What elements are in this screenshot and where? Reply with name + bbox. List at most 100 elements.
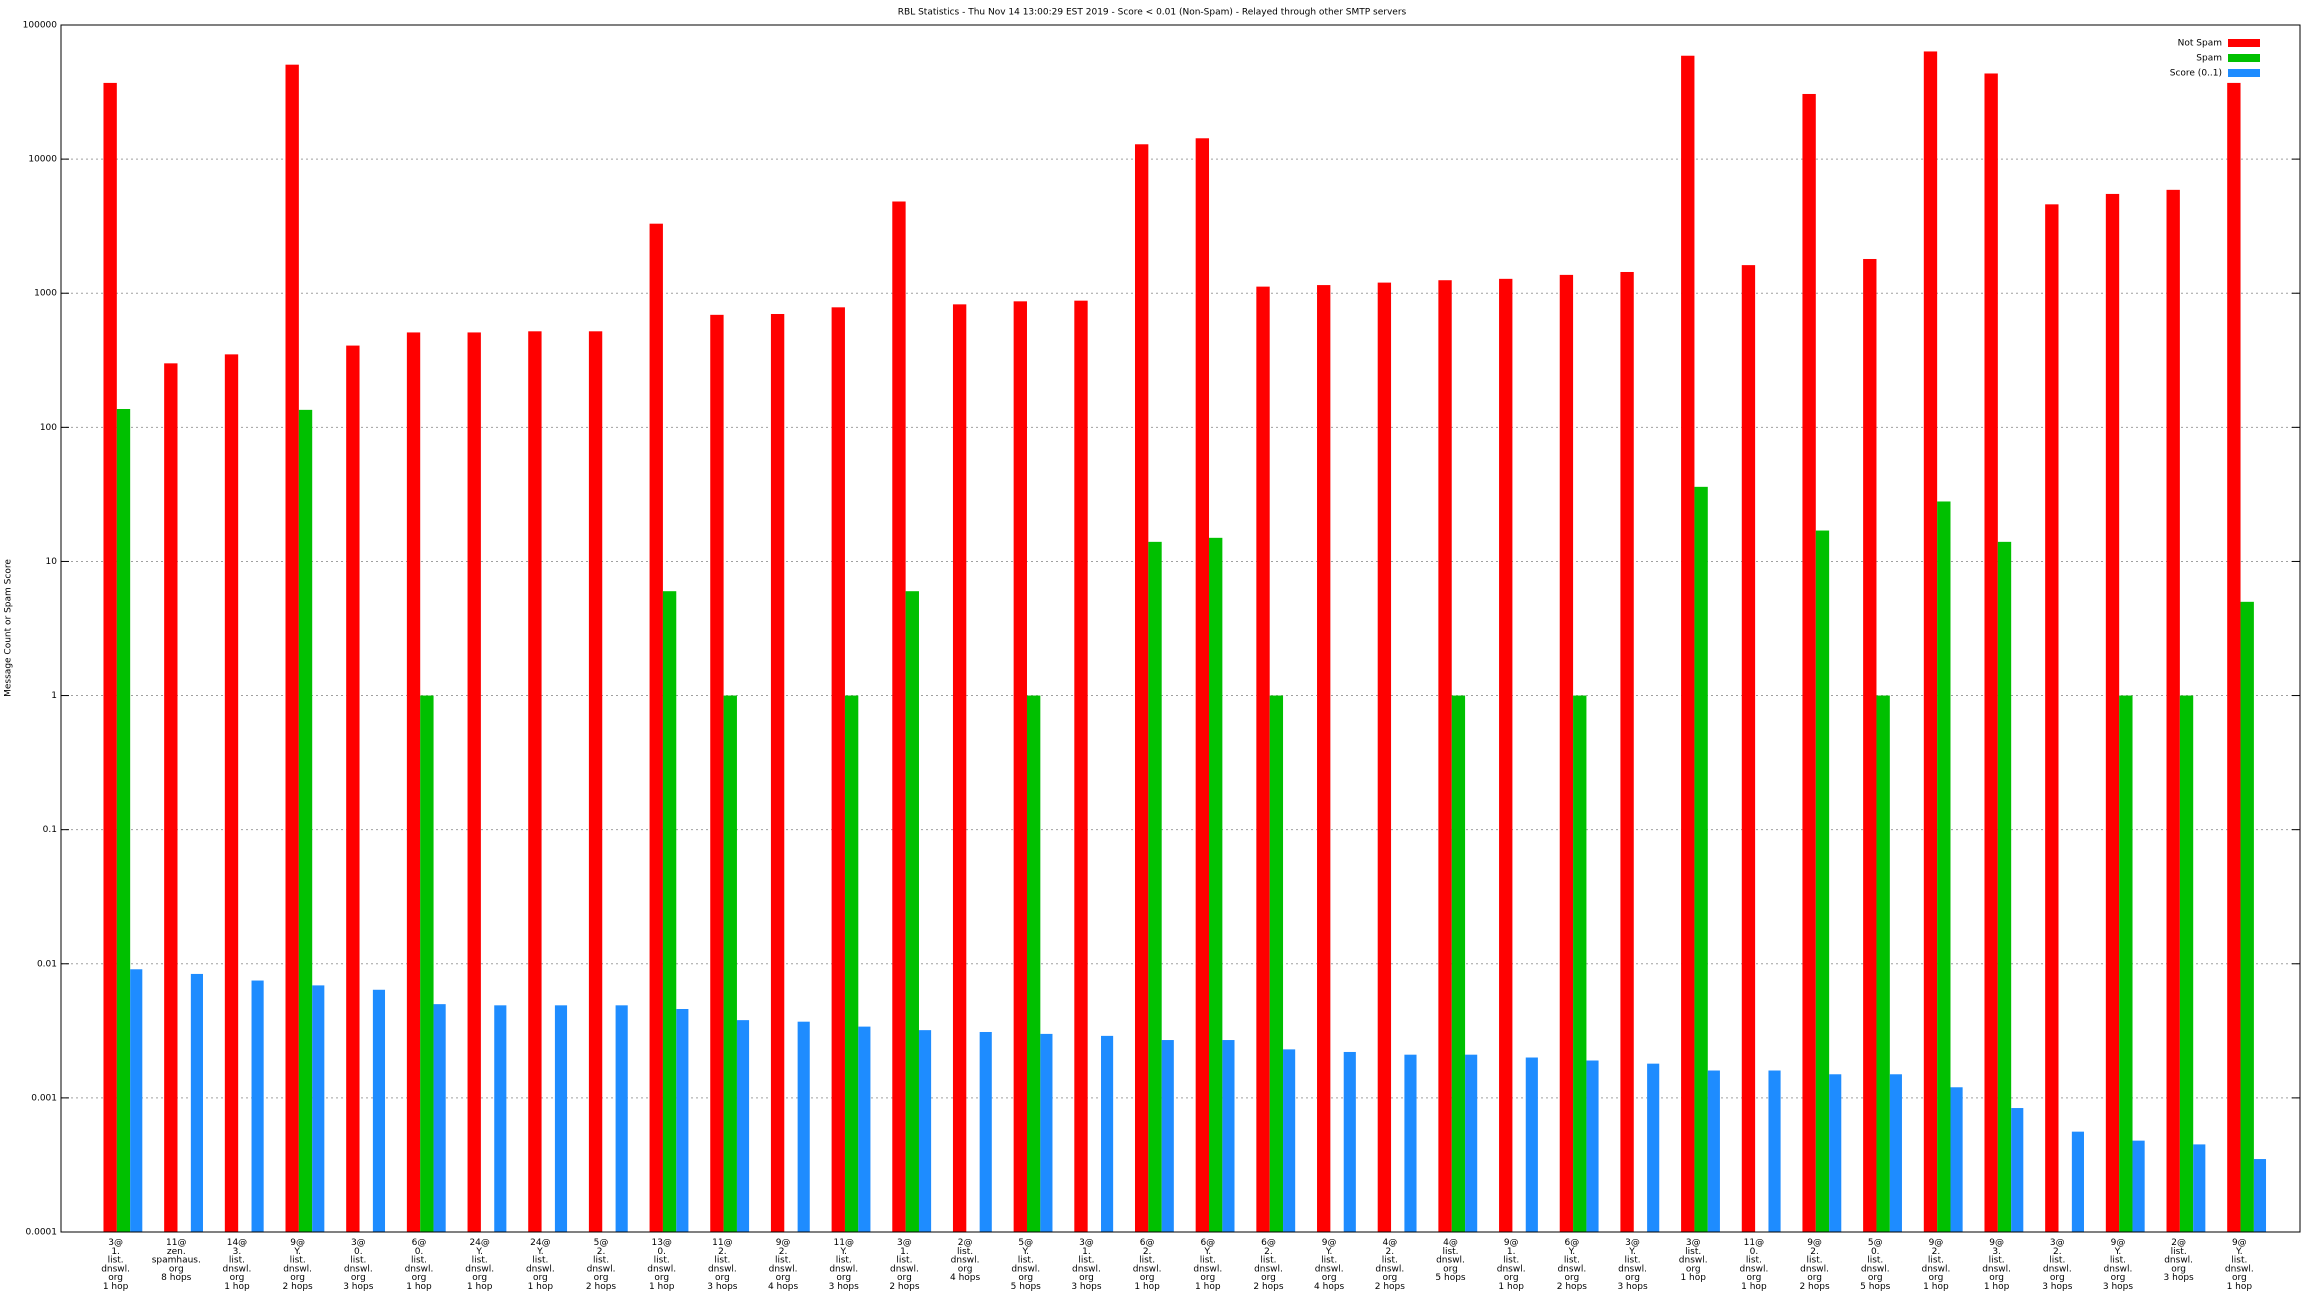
x-tick-label-line: org	[533, 1273, 548, 1283]
x-tick-label-line: list.	[472, 1255, 488, 1265]
x-tick-label-line: 2.	[2053, 1246, 2062, 1256]
x-tick-label-line: Y.	[1568, 1246, 1576, 1256]
bar	[736, 1020, 750, 1232]
x-tick-label-line: 3.	[1992, 1246, 2001, 1256]
x-tick-label-line: 5@	[1868, 1238, 1883, 1248]
bar	[190, 973, 203, 1232]
x-tick-label-line: list.	[1867, 1255, 1883, 1265]
x-tick-label-line: 6@	[1140, 1238, 1155, 1248]
x-tick-label-line: dnswl.	[2043, 1264, 2072, 1274]
x-tick-label-line: org	[1686, 1264, 1701, 1274]
x-tick-label: 3@ 0. list. dnswl. org 3 hops	[343, 1238, 374, 1292]
x-tick-label-line: 2 hops	[1253, 1282, 1284, 1292]
bar	[1222, 1040, 1235, 1232]
x-tick-label-line: dnswl.	[1254, 1264, 1283, 1274]
x-tick-label-line: Y.	[2235, 1246, 2243, 1256]
x-tick-label-line: org	[290, 1273, 305, 1283]
x-tick-label-line: 3@	[2050, 1238, 2065, 1248]
legend-label: Not Spam	[2178, 39, 2222, 49]
x-tick-label-line: dnswl.	[101, 1264, 130, 1274]
bar	[615, 1005, 628, 1232]
x-tick-label-line: 11@	[834, 1238, 854, 1248]
bar	[312, 985, 325, 1232]
x-tick-label-line: 11@	[1744, 1238, 1764, 1248]
x-tick-label-line: list.	[290, 1255, 306, 1265]
bar	[844, 695, 859, 1232]
x-tick-label-line: Y.	[475, 1246, 483, 1256]
bar	[1559, 274, 1574, 1232]
bar	[1768, 1070, 1781, 1232]
x-tick-label-line: org	[351, 1273, 366, 1283]
x-tick-label-line: 24@	[530, 1238, 550, 1248]
bar	[1741, 265, 1756, 1233]
x-tick-label-line: dnswl.	[1315, 1264, 1344, 1274]
bar	[1148, 541, 1162, 1232]
bar	[406, 332, 421, 1232]
x-tick-label-line: 3 hops	[2164, 1273, 2195, 1283]
bar	[1802, 93, 1816, 1233]
x-tick-label-line: dnswl.	[1497, 1264, 1526, 1274]
x-tick-label-line: dnswl.	[344, 1264, 373, 1274]
x-tick-label-line: 1.	[900, 1246, 909, 1256]
x-tick-label-line: org	[897, 1273, 912, 1283]
x-tick-label-line: list.	[229, 1255, 245, 1265]
bar	[103, 82, 117, 1233]
x-tick-label-line: org	[412, 1273, 427, 1283]
bar	[1647, 1063, 1660, 1232]
x-tick-label: 9@ 2. list. dnswl. org 4 hops	[768, 1238, 799, 1292]
x-tick-label-line: 8 hops	[161, 1273, 192, 1283]
x-tick-label-line: 1 hop	[2227, 1282, 2253, 1292]
x-tick-label-line: 6@	[412, 1238, 427, 1248]
bar	[1829, 1074, 1842, 1232]
x-tick-label: 9@ 1. list. dnswl. org 1 hop	[1497, 1238, 1526, 1292]
x-tick-label-line: 9@	[776, 1238, 791, 1248]
bar	[1984, 73, 1998, 1232]
bar	[892, 201, 906, 1232]
x-tick-label-line: list.	[1564, 1255, 1580, 1265]
x-tick-label-line: 6@	[1565, 1238, 1580, 1248]
x-tick-label-line: 0.	[354, 1246, 363, 1256]
x-tick-label: 6@ 2. list. dnswl. org 1 hop	[1133, 1238, 1162, 1292]
x-tick-label-line: org	[836, 1273, 851, 1283]
x-tick-label: 6@ Y. list. dnswl. org 2 hops	[1557, 1238, 1588, 1292]
x-tick-label-line: spamhaus.	[152, 1255, 201, 1265]
x-tick-label-line: list.	[1018, 1255, 1034, 1265]
x-tick-label-line: org	[715, 1273, 730, 1283]
bar	[831, 307, 845, 1232]
x-tick-label-line: 9@	[2232, 1238, 2247, 1248]
x-tick-label: 9@ Y. list. dnswl. org 1 hop	[2225, 1238, 2254, 1292]
bar	[1283, 1049, 1296, 1232]
bar	[528, 331, 542, 1232]
x-tick-label-line: 9@	[1929, 1238, 1944, 1248]
bar	[2240, 601, 2254, 1232]
x-tick-label-line: 1 hop	[1984, 1282, 2010, 1292]
x-tick-label: 5@ 0. list. dnswl. org 5 hops	[1860, 1238, 1891, 1292]
x-tick-label-line: 5@	[1018, 1238, 1033, 1248]
x-tick-label: 6@ 2. list. dnswl. org 2 hops	[1253, 1238, 1284, 1292]
bar	[979, 1031, 992, 1232]
x-tick-label-line: 5 hops	[1011, 1282, 1042, 1292]
x-tick-label-line: list.	[714, 1255, 730, 1265]
x-tick-label: 9@ Y. list. dnswl. org 4 hops	[1314, 1238, 1345, 1292]
x-tick-label: 9@ Y. list. dnswl. org 2 hops	[283, 1238, 314, 1292]
x-tick-label-line: list.	[2049, 1255, 2065, 1265]
x-tick-label-line: 1 hop	[1680, 1273, 1706, 1283]
x-tick-label-line: dnswl.	[708, 1264, 737, 1274]
x-tick-label-line: 24@	[469, 1238, 489, 1248]
x-tick-label-line: 2 hops	[1375, 1282, 1406, 1292]
bar	[1377, 282, 1392, 1232]
x-tick-label-line: org	[1382, 1273, 1397, 1283]
x-tick-label-line: 4 hops	[768, 1282, 799, 1292]
x-tick-label: 14@ 3. list. dnswl. org 1 hop	[223, 1238, 252, 1292]
bar	[1209, 537, 1223, 1232]
x-tick-label-line: 1 hop	[1498, 1282, 1524, 1292]
x-tick-label-line: 14@	[227, 1238, 247, 1248]
x-tick-label-line: list.	[1321, 1255, 1337, 1265]
x-tick-label-line: org	[1929, 1273, 1944, 1283]
x-tick-label-line: org	[1140, 1273, 1155, 1283]
x-tick-label-line: dnswl.	[829, 1264, 858, 1274]
x-tick-label-line: list.	[1139, 1255, 1155, 1265]
x-tick-label-line: list.	[108, 1255, 124, 1265]
x-tick-label-line: list.	[1807, 1255, 1823, 1265]
